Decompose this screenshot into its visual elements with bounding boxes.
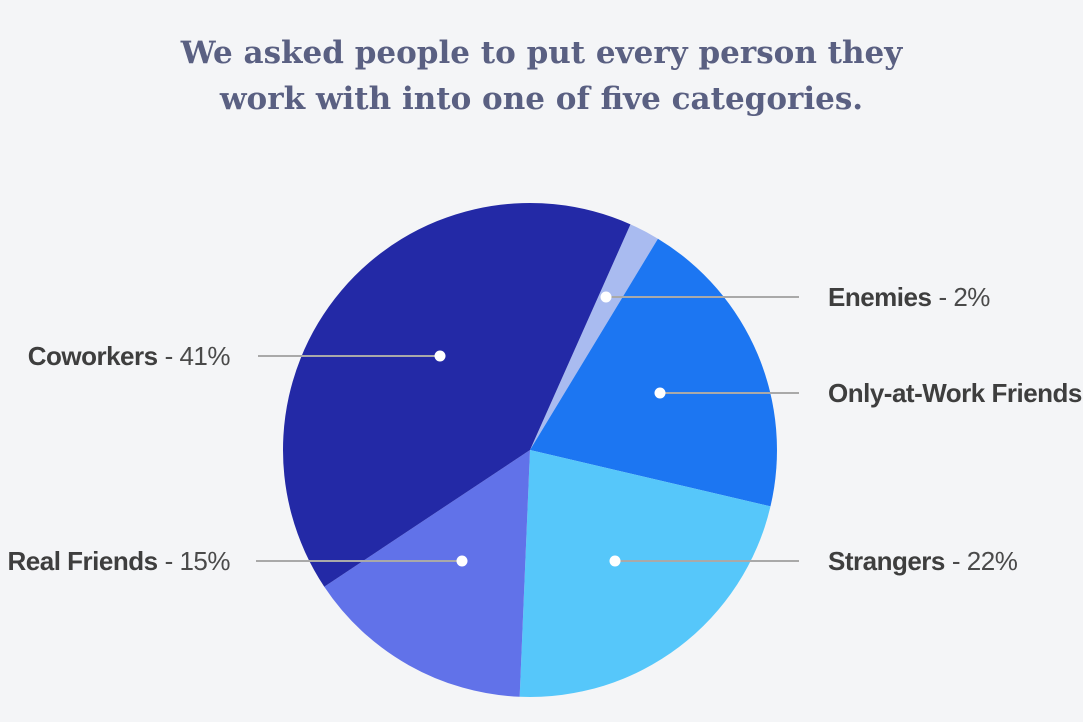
- callout-percent-coworkers: - 41%: [164, 341, 231, 371]
- callout-percent-real-friends: - 15%: [164, 546, 231, 576]
- callout-dot-only-at-work-friends: [654, 387, 666, 399]
- pie-slice-only-at-work-friends: [530, 238, 777, 507]
- chart-title-line-1: We asked people to put every person they: [180, 35, 903, 71]
- callout-dot-real-friends: [456, 555, 468, 567]
- callout-dot-enemies: [600, 291, 612, 303]
- pie-slice-strangers: [519, 450, 771, 697]
- callout-label-real-friends: Real Friends - 15%: [0, 546, 231, 576]
- callout-percent-enemies: - 2%: [938, 282, 990, 312]
- callout-label-coworkers: Coworkers - 41%: [0, 341, 231, 371]
- callout-name-real-friends: Real Friends: [7, 546, 159, 576]
- callout-percent-strangers: - 22%: [951, 546, 1018, 576]
- callout-name-only-at-work-friends: Only-at-Work Friends: [828, 378, 1082, 408]
- callout-name-strangers: Strangers: [828, 546, 945, 576]
- callout-dot-coworkers: [434, 350, 446, 362]
- pie-slices: [282, 202, 777, 697]
- pie-slice-coworkers: [282, 202, 631, 587]
- callout-name-coworkers: Coworkers: [27, 341, 158, 371]
- pie-slice-enemies: [530, 224, 658, 450]
- chart-title: We asked people to put every person they…: [0, 30, 1083, 122]
- callout-label-strangers: Strangers - 22%: [828, 546, 1018, 576]
- callout-label-enemies: Enemies - 2%: [828, 282, 990, 312]
- chart-title-line-2: work with into one of five categories.: [219, 81, 864, 117]
- pie-slice-real-friends: [324, 450, 530, 697]
- callout-name-enemies: Enemies: [828, 282, 932, 312]
- callout-dot-strangers: [609, 555, 621, 567]
- callout-label-only-at-work-friends: Only-at-Work Friends: [828, 378, 1083, 408]
